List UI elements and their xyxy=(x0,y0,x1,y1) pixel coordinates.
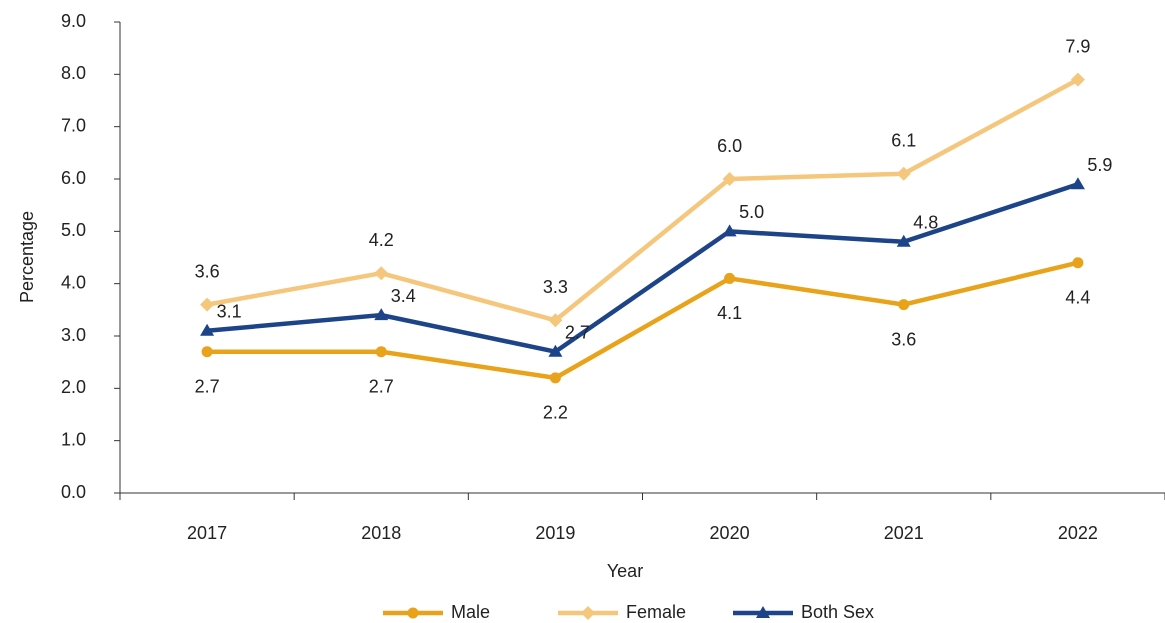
y-tick-label: 7.0 xyxy=(61,115,86,135)
x-tick-label: 2020 xyxy=(710,523,750,543)
data-point xyxy=(374,266,389,281)
y-axis-label: Percentage xyxy=(17,211,37,303)
data-point xyxy=(1072,257,1084,269)
y-tick-label: 1.0 xyxy=(61,429,86,449)
data-point xyxy=(1070,72,1085,87)
data-label: 5.0 xyxy=(739,202,764,222)
data-label: 2.7 xyxy=(369,376,394,396)
legend-label: Male xyxy=(451,602,490,622)
y-tick-label: 9.0 xyxy=(61,11,86,31)
y-tick-label: 2.0 xyxy=(61,377,86,397)
series-line xyxy=(206,182,1079,354)
data-point xyxy=(896,166,911,181)
y-tick-label: 5.0 xyxy=(61,220,86,240)
data-label: 4.8 xyxy=(913,213,938,233)
data-label: 4.1 xyxy=(717,303,742,323)
data-label: 4.4 xyxy=(1065,287,1090,307)
data-label: 5.9 xyxy=(1087,155,1112,175)
legend-marker xyxy=(407,607,419,619)
data-point xyxy=(722,224,737,237)
y-tick-label: 0.0 xyxy=(61,482,86,502)
data-label: 3.1 xyxy=(217,302,242,322)
data-label: 3.6 xyxy=(891,329,916,349)
data-point xyxy=(374,308,389,321)
data-point xyxy=(896,234,911,247)
data-point xyxy=(375,346,387,358)
x-tick-label: 2022 xyxy=(1058,523,1098,543)
y-tick-label: 6.0 xyxy=(61,168,86,188)
x-tick-label: 2019 xyxy=(535,523,575,543)
data-point xyxy=(548,313,563,328)
data-point xyxy=(549,372,561,384)
legend-label: Female xyxy=(626,602,686,622)
legend-marker xyxy=(581,606,595,620)
data-point xyxy=(724,272,736,284)
data-label: 6.0 xyxy=(717,136,742,156)
series-line xyxy=(206,77,1079,323)
data-label: 4.2 xyxy=(369,230,394,250)
legend-marker xyxy=(756,606,770,618)
data-label: 2.7 xyxy=(565,322,590,342)
data-point xyxy=(1070,177,1085,190)
x-tick-label: 2018 xyxy=(361,523,401,543)
y-tick-label: 4.0 xyxy=(61,272,86,292)
data-label: 3.4 xyxy=(391,286,416,306)
x-axis-label: Year xyxy=(607,561,643,581)
y-tick-label: 8.0 xyxy=(61,63,86,83)
data-point xyxy=(201,346,213,358)
data-point xyxy=(548,344,563,357)
x-tick-label: 2017 xyxy=(187,523,227,543)
data-label: 2.2 xyxy=(543,403,568,423)
legend-label: Both Sex xyxy=(801,602,874,622)
data-point xyxy=(200,323,215,336)
data-label: 6.1 xyxy=(891,131,916,151)
data-label: 3.6 xyxy=(195,261,220,281)
data-point xyxy=(200,297,215,312)
series-line xyxy=(207,260,1079,381)
data-label: 3.3 xyxy=(543,277,568,297)
y-tick-label: 3.0 xyxy=(61,325,86,345)
x-tick-label: 2021 xyxy=(884,523,924,543)
data-label: 2.7 xyxy=(195,376,220,396)
data-point xyxy=(898,299,910,311)
data-point xyxy=(722,172,737,186)
data-label: 7.9 xyxy=(1065,36,1090,56)
